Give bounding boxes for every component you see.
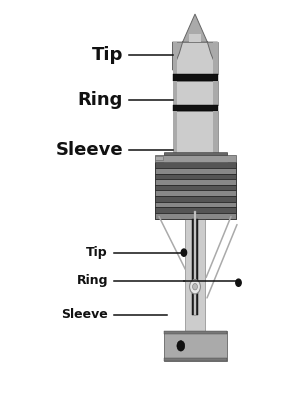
Polygon shape (214, 81, 218, 105)
Polygon shape (172, 42, 218, 74)
Text: Ring: Ring (76, 274, 108, 287)
Polygon shape (172, 81, 176, 105)
Polygon shape (185, 219, 205, 331)
Polygon shape (154, 202, 236, 207)
Polygon shape (154, 207, 236, 213)
Polygon shape (154, 190, 236, 196)
Polygon shape (154, 155, 236, 162)
Polygon shape (154, 185, 236, 190)
Polygon shape (192, 219, 198, 315)
Polygon shape (164, 153, 226, 162)
Polygon shape (154, 162, 236, 219)
Polygon shape (172, 42, 176, 74)
Polygon shape (172, 111, 176, 153)
Polygon shape (164, 331, 226, 334)
Text: Tip: Tip (86, 246, 108, 259)
Polygon shape (164, 331, 226, 361)
Polygon shape (172, 74, 218, 81)
Circle shape (181, 249, 187, 256)
Polygon shape (172, 111, 218, 153)
Polygon shape (154, 196, 236, 202)
Polygon shape (154, 213, 236, 219)
Polygon shape (154, 174, 236, 179)
Polygon shape (164, 152, 226, 155)
Polygon shape (172, 81, 218, 105)
Polygon shape (172, 14, 218, 70)
Circle shape (177, 340, 185, 351)
Text: Tip: Tip (92, 47, 123, 64)
Polygon shape (154, 162, 236, 168)
Polygon shape (155, 156, 163, 160)
Polygon shape (164, 358, 226, 361)
Text: Sleeve: Sleeve (56, 142, 123, 159)
Polygon shape (189, 34, 201, 42)
Circle shape (193, 284, 197, 290)
Polygon shape (154, 168, 236, 174)
Polygon shape (154, 179, 236, 185)
Polygon shape (214, 111, 218, 153)
Polygon shape (214, 42, 218, 74)
Polygon shape (172, 105, 218, 111)
Text: Ring: Ring (78, 91, 123, 109)
Circle shape (190, 279, 200, 294)
Circle shape (236, 279, 241, 286)
Polygon shape (194, 211, 196, 315)
Text: Sleeve: Sleeve (61, 308, 108, 321)
